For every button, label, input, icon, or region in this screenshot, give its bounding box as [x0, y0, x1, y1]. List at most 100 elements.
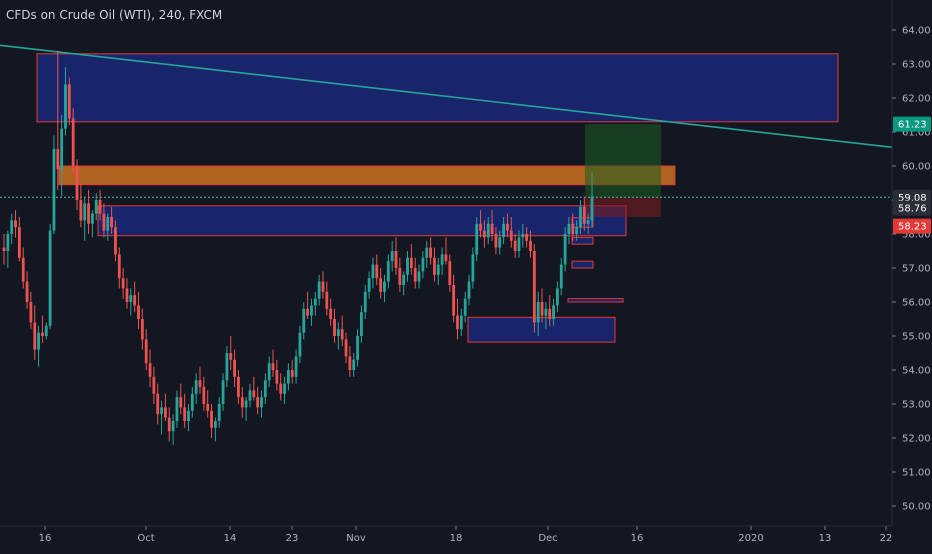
candle-body — [10, 220, 14, 234]
candle — [452, 274, 456, 323]
candle — [348, 346, 352, 377]
candle — [171, 414, 175, 445]
candle — [436, 257, 440, 285]
candle — [336, 322, 340, 350]
candle — [67, 77, 71, 126]
marker-box — [571, 217, 594, 228]
candle — [229, 336, 233, 370]
candle — [179, 383, 183, 415]
candle — [286, 363, 290, 391]
price-label-bg — [893, 200, 931, 216]
y-tick-label: 63.00 — [902, 60, 931, 71]
marker-box — [567, 298, 624, 303]
candle-body — [367, 278, 371, 292]
candle — [183, 393, 187, 428]
candle — [94, 193, 98, 221]
candle — [114, 220, 117, 262]
candle — [190, 387, 194, 418]
candle — [252, 376, 256, 401]
candle-body — [344, 339, 348, 357]
candle — [129, 288, 133, 316]
candle-body — [14, 220, 17, 228]
y-tick-label: 50.00 — [902, 502, 931, 513]
candle — [379, 268, 383, 299]
candle — [536, 291, 540, 336]
candle — [160, 400, 163, 435]
candle — [413, 257, 417, 289]
candle — [402, 271, 406, 296]
candle — [582, 196, 586, 231]
candle — [544, 302, 548, 330]
candle — [75, 159, 79, 211]
candle — [352, 353, 356, 377]
candle-body — [183, 407, 187, 421]
candle — [60, 115, 64, 197]
candle — [294, 349, 298, 384]
candle — [260, 390, 263, 418]
candle-body — [298, 332, 302, 357]
candle-body — [17, 227, 21, 258]
candle-body — [494, 234, 498, 248]
candle-body — [56, 149, 60, 170]
candle-body — [233, 359, 236, 377]
candle-body — [175, 397, 179, 421]
candle-body — [148, 363, 152, 377]
candle-body — [248, 390, 252, 401]
candle-body — [386, 261, 390, 282]
candle-body — [452, 285, 456, 316]
candle — [25, 271, 29, 309]
x-tick-label: 13 — [819, 533, 832, 544]
candle — [10, 213, 14, 245]
candle-body — [567, 223, 571, 234]
candle — [498, 230, 502, 255]
candle-body — [375, 264, 379, 279]
candle-body — [425, 247, 429, 258]
candle — [590, 172, 594, 228]
candle-body — [121, 278, 125, 289]
marker-box — [571, 236, 594, 245]
candle — [317, 274, 321, 306]
candle — [202, 376, 206, 411]
candle — [333, 308, 336, 343]
candle — [467, 274, 471, 306]
candle — [83, 196, 87, 241]
candle-body — [482, 230, 486, 238]
candle-body — [456, 315, 459, 330]
candle — [175, 390, 179, 428]
candle-body — [525, 234, 529, 241]
candle-body — [463, 298, 467, 316]
candle — [244, 397, 248, 421]
candle-body — [360, 312, 363, 336]
candle-body — [71, 118, 75, 166]
y-tick-label: 55.00 — [902, 332, 931, 343]
x-tick-label: 14 — [224, 533, 237, 544]
candle-body — [64, 84, 67, 129]
candle — [194, 373, 198, 404]
candle-body — [521, 234, 525, 238]
trendline — [0, 44, 893, 149]
candle — [237, 370, 240, 404]
candle-body — [571, 223, 575, 234]
candle — [156, 383, 160, 425]
candle-body — [302, 308, 306, 333]
candle-body — [475, 223, 479, 255]
candle-body — [394, 251, 398, 268]
candle — [383, 274, 386, 302]
candle-body — [98, 200, 102, 214]
candle — [267, 356, 271, 387]
candle-body — [402, 274, 406, 285]
candle — [79, 183, 83, 228]
candle-body — [179, 397, 183, 408]
candle-body — [187, 410, 190, 421]
candle — [459, 308, 463, 336]
candle-body — [25, 281, 29, 302]
candle-body — [294, 356, 298, 377]
candle — [321, 271, 325, 299]
candle — [525, 227, 529, 248]
price-label-text: 58.23 — [898, 222, 927, 233]
candle-body — [490, 223, 494, 234]
candle — [394, 237, 398, 275]
candle — [440, 247, 444, 275]
candle — [102, 203, 106, 238]
candle — [48, 223, 52, 330]
